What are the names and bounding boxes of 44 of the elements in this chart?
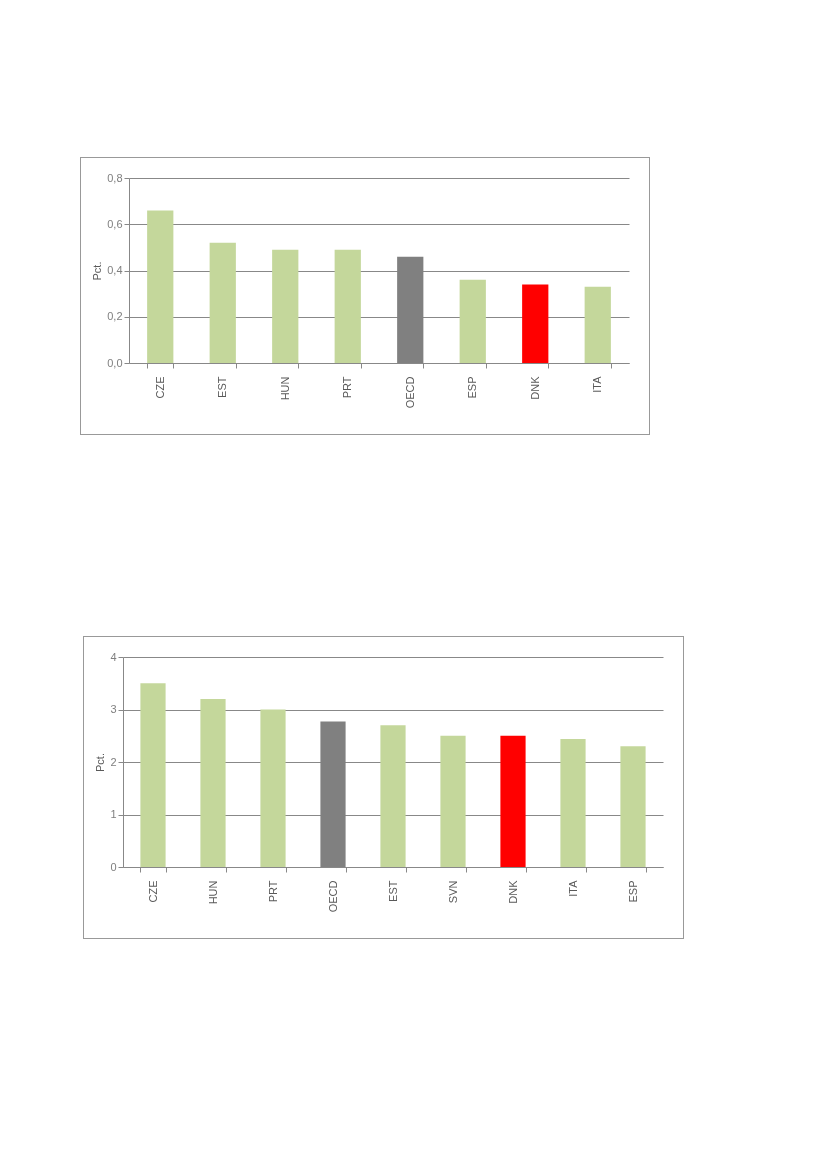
x-tick-label: HUN [206, 880, 219, 905]
y-tick-label: 2 [110, 755, 117, 768]
y-tick-label: 0,0 [107, 356, 123, 369]
bar [500, 735, 526, 867]
x-tick-label: CZE [153, 376, 166, 399]
bar [380, 725, 406, 867]
bar [260, 709, 286, 867]
y-tick-label: 0,8 [107, 171, 123, 184]
bar [620, 746, 646, 867]
y-tick-label: 0,6 [107, 217, 123, 230]
y-tick-label: 0 [110, 860, 117, 873]
x-tick-label: PRT [266, 880, 279, 903]
x-tick-label: DNK [506, 879, 519, 904]
bar [209, 242, 236, 363]
y-tick-label: 1 [110, 808, 117, 820]
x-tick-label: ESP [466, 376, 479, 399]
y-tick-label: 0,2 [107, 310, 123, 323]
x-tick-label: OECD [326, 880, 339, 913]
x-tick-label: SVN [446, 880, 459, 904]
x-tick-label: OECD [403, 376, 416, 409]
y-tick-label: 4 [110, 650, 117, 663]
y-axis-title: Pct. [94, 753, 107, 772]
y-tick-label: 3 [110, 703, 117, 715]
x-tick-label: PRT [341, 376, 354, 399]
bar [140, 683, 166, 867]
bar [200, 699, 226, 867]
y-tick-label: 0,4 [107, 264, 123, 276]
x-tick-label: DNK [528, 375, 541, 400]
x-tick-label: ITA [566, 879, 579, 897]
x-tick-label: ITA [591, 375, 604, 393]
bar [440, 735, 466, 867]
bar [334, 249, 361, 363]
x-tick-label: HUN [278, 376, 291, 401]
y-axis-title: Pct. [91, 261, 104, 281]
x-tick-label: ESP [626, 880, 639, 903]
x-tick-label: CZE [146, 880, 159, 903]
bar [560, 738, 586, 867]
bar [272, 249, 299, 363]
x-tick-label: EST [386, 880, 399, 902]
x-tick-label: EST [216, 376, 229, 398]
bar [147, 210, 174, 363]
bar [584, 286, 611, 363]
bar [459, 279, 486, 363]
bar [522, 284, 549, 363]
